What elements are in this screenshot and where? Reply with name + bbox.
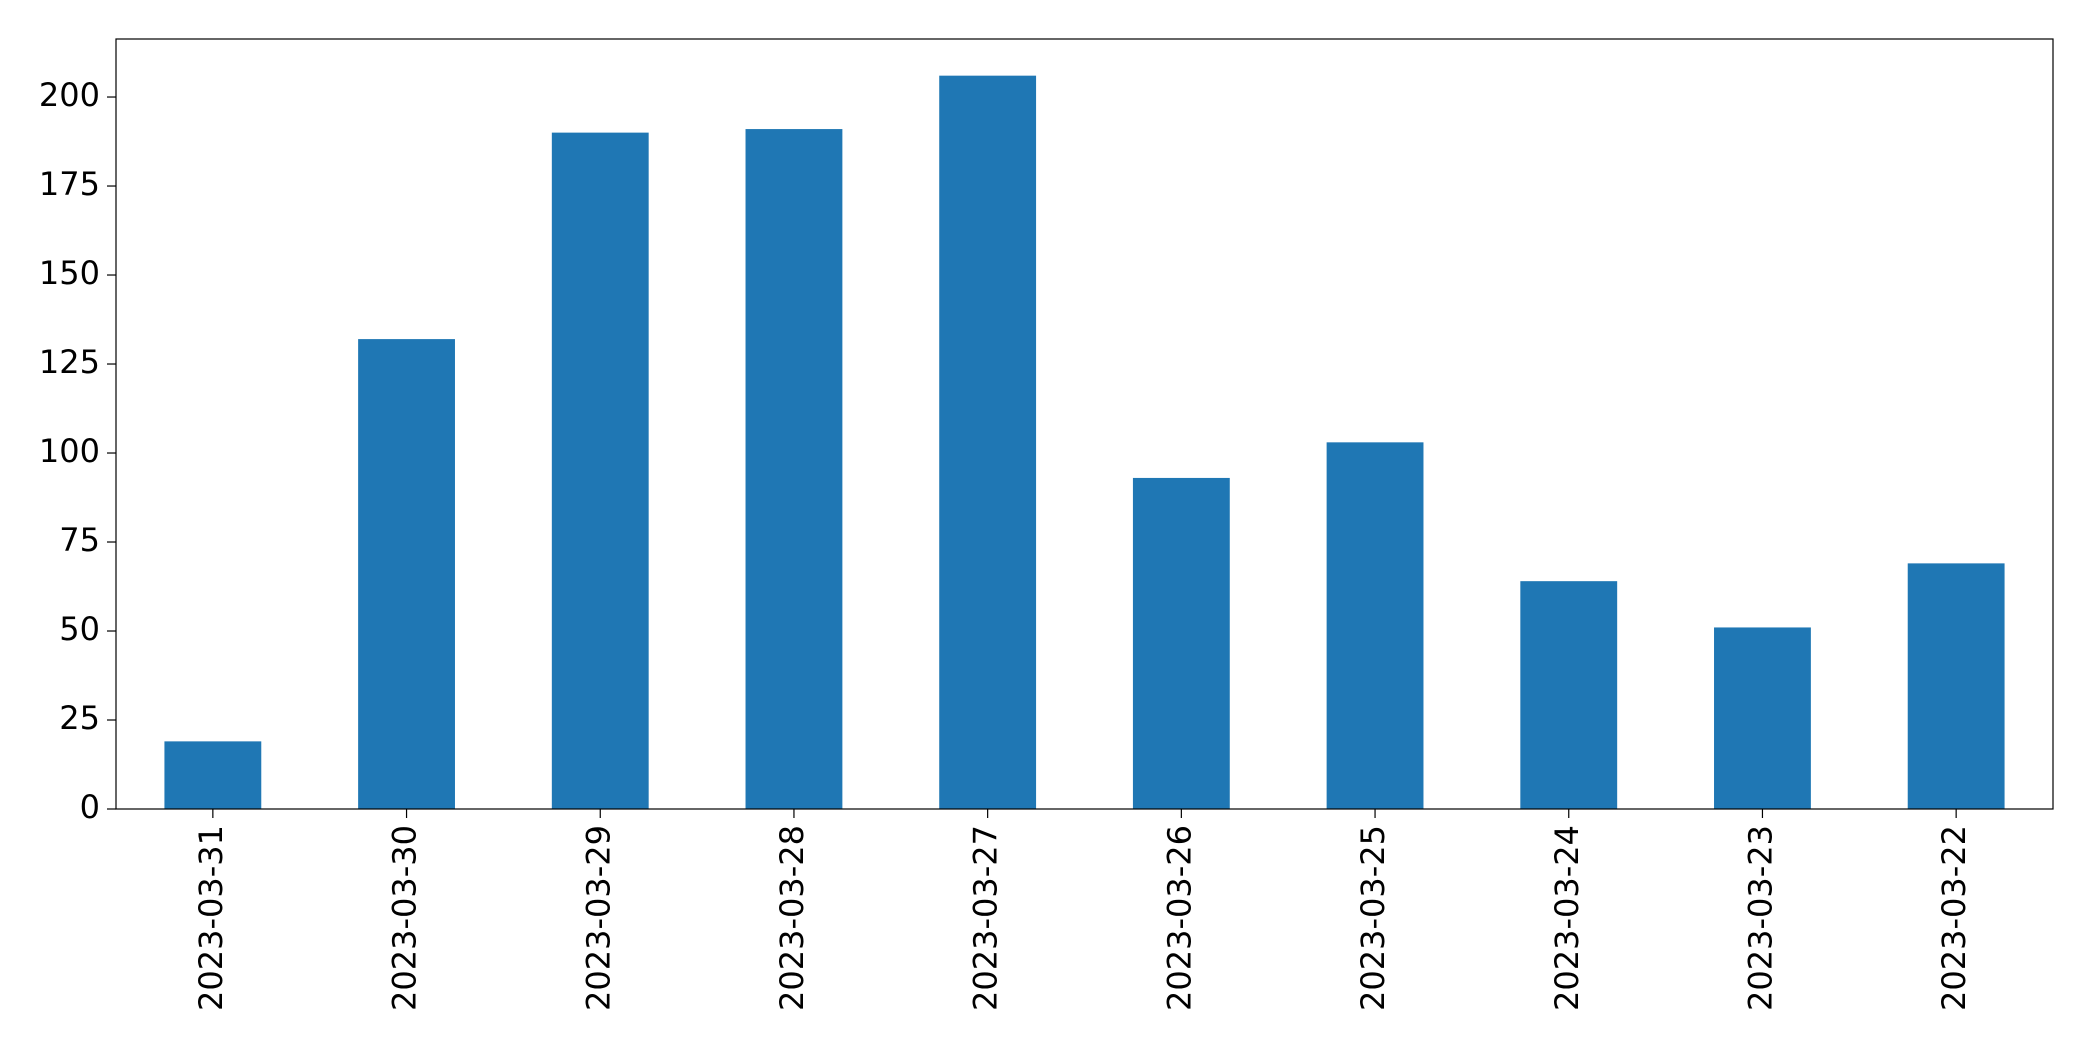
x-tick-label: 2023-03-22: [1935, 825, 1973, 1011]
x-tick-label: 2023-03-23: [1741, 825, 1779, 1011]
x-tick-label: 2023-03-25: [1354, 825, 1392, 1011]
y-tick-label: 100: [39, 432, 100, 470]
bar: [939, 75, 1037, 809]
bar: [358, 339, 455, 809]
bar: [551, 132, 649, 810]
y-tick-label: 175: [39, 165, 100, 203]
plot-frame: [115, 38, 2054, 810]
bar: [1907, 563, 2005, 809]
y-tick-label: 0: [80, 788, 100, 826]
bar: [1520, 581, 1618, 809]
x-tick-label: 2023-03-30: [386, 825, 424, 1011]
x-tick-label: 2023-03-24: [1548, 825, 1586, 1011]
y-tick-label: 50: [59, 610, 100, 648]
x-tick-label: 2023-03-31: [192, 825, 230, 1011]
y-tick-label: 150: [39, 254, 100, 292]
y-tick-label: 25: [59, 699, 100, 737]
bar: [1326, 442, 1424, 809]
x-tick-label: 2023-03-29: [579, 825, 617, 1011]
y-tick-label: 200: [39, 76, 100, 114]
y-tick-label: 75: [59, 521, 100, 559]
x-tick-label: 2023-03-26: [1160, 825, 1198, 1011]
bar: [1132, 477, 1230, 809]
bar: [745, 129, 843, 810]
x-tick-label: 2023-03-28: [773, 825, 811, 1011]
x-tick-label: 2023-03-27: [967, 825, 1005, 1011]
bar: [164, 741, 262, 809]
bar: [1714, 627, 1811, 809]
y-tick-label: 125: [39, 343, 100, 381]
